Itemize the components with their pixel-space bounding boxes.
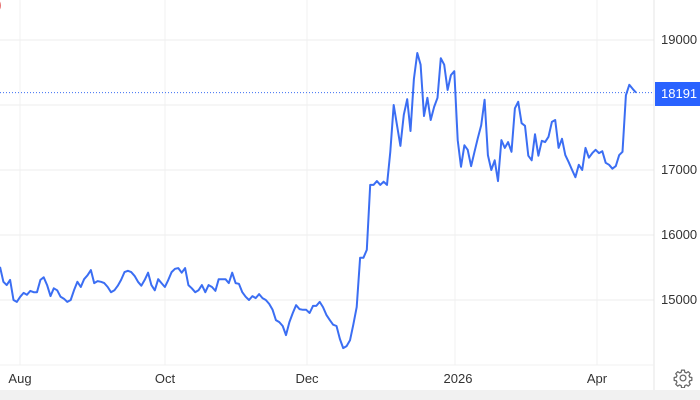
y-tick-label: 17000 (661, 162, 698, 177)
x-tick-label: 2026 (443, 371, 473, 386)
x-tick-label: Oct (154, 371, 176, 386)
y-tick-label: 19000 (661, 32, 698, 47)
x-tick-label: Dec (295, 371, 319, 386)
truncated-title-fragment: ) (0, 0, 2, 12)
bottom-scroll-strip (0, 390, 700, 400)
last-price-badge: 18191 (655, 82, 700, 106)
price-series-line (0, 52, 637, 350)
y-tick-label: 16000 (661, 227, 698, 242)
y-tick-label: 15000 (661, 292, 698, 307)
gear-icon[interactable] (673, 368, 693, 388)
x-tick-label: Apr (586, 371, 608, 386)
x-tick-label: Aug (8, 371, 32, 386)
